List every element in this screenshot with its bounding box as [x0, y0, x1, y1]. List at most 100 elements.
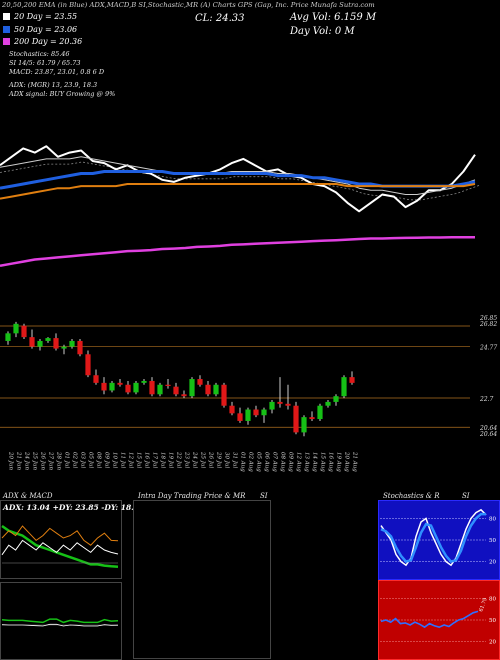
si-line — [380, 610, 479, 629]
stoch-level-label: 50 — [489, 538, 496, 544]
candle-body — [301, 417, 307, 433]
x-axis-date-label: 23 Jul — [184, 451, 190, 468]
candle-body — [93, 375, 99, 383]
candle-body — [45, 338, 51, 341]
legend-ma200-swatch — [3, 38, 10, 45]
candle-body — [325, 401, 331, 406]
si-level-label: 20 — [489, 640, 496, 646]
x-axis-date-label: 08 Jul — [96, 452, 102, 468]
candle-body — [245, 409, 251, 421]
intraday-panel-right: SI — [260, 492, 268, 500]
candle-body — [13, 323, 19, 334]
si-value-label: 61.79 — [478, 597, 489, 613]
candle-body — [333, 396, 339, 402]
legend-ma50: 50 Day = 23.06 — [14, 25, 78, 34]
candle-body — [181, 394, 187, 397]
x-axis-date-label: 02 Aug — [248, 452, 254, 472]
x-axis-date-label: 05 Jul — [88, 452, 94, 468]
candle-body — [317, 405, 323, 420]
cl-label: CL: 24.33 — [195, 13, 245, 24]
candle-body — [197, 379, 203, 385]
stoch-slow-line — [380, 512, 486, 564]
x-axis-date-label: 17 Jul — [152, 452, 158, 468]
x-axis-date-label: 06 Aug — [264, 452, 270, 472]
stochastics-readout: Stochastics: 85.46 — [9, 50, 70, 58]
x-axis-date-label: 19 Aug — [336, 452, 342, 472]
x-axis-date-label: 25 Jun — [32, 451, 38, 470]
candle-body — [117, 382, 123, 385]
x-axis-date-label: 16 Aug — [328, 452, 334, 472]
x-axis-date-label: 22 Jul — [176, 451, 182, 468]
adx-signal: ADX signal: BUY Growing @ 9% — [9, 90, 116, 98]
adx-readout: ADX: (MGR) 13, 23.9, 18.3 — [9, 81, 98, 89]
candle-body — [213, 384, 219, 395]
adx-series-line — [1, 539, 119, 556]
x-axis-date-label: 27 Jun — [48, 451, 54, 470]
candle-body — [189, 379, 195, 397]
candle-body — [173, 386, 179, 395]
y-tick-label: 26.82 — [479, 321, 497, 328]
x-axis-date-label: 10 Jul — [112, 452, 118, 468]
x-axis-date-label: 15 Aug — [320, 452, 326, 472]
intraday-panel — [133, 500, 271, 659]
legend-ma50-swatch — [3, 26, 10, 33]
x-axis-date-label: 05 Aug — [256, 452, 262, 472]
candle-body — [149, 380, 155, 395]
si-level-label: 50 — [489, 618, 496, 624]
candle-body — [29, 337, 35, 347]
x-axis-date-label: 12 Aug — [296, 452, 302, 472]
stoch-level-label: 80 — [489, 516, 496, 522]
candle-body — [221, 384, 227, 406]
candle-body — [77, 340, 83, 355]
adx-panel-title: ADX & MACD — [3, 492, 53, 500]
ma200-line — [0, 236, 475, 268]
x-axis-date-label: 13 Aug — [304, 452, 310, 472]
x-axis-date-label: 26 Jun — [40, 451, 46, 470]
x-axis-date-label: 18 Jul — [160, 452, 166, 468]
x-axis-date-label: 09 Aug — [288, 452, 294, 472]
y-tick-label: 26.85 — [479, 315, 497, 322]
candle-body — [237, 413, 243, 421]
candle-body — [205, 384, 211, 395]
candle-body — [5, 333, 11, 341]
x-axis-date-label: 21 Aug — [352, 451, 358, 472]
x-axis-date-label: 19 Jul — [168, 452, 174, 468]
candle-body — [125, 384, 131, 393]
y-tick-label: 20.64 — [479, 431, 497, 438]
x-axis-date-label: 24 Jun — [24, 451, 30, 470]
candle-body — [37, 340, 43, 347]
x-axis-date-label: 11 Jul — [120, 452, 126, 468]
candle-body — [269, 401, 275, 410]
candle-body — [21, 325, 27, 338]
x-axis-date-label: 02 Jul — [72, 452, 78, 468]
x-axis-date-label: 16 Jul — [144, 452, 150, 468]
candle-body — [141, 380, 147, 383]
header-top-text: 20,50,200 EMA (in Blue) ADX,MACD,B SI,St… — [2, 1, 375, 9]
ema20-line — [0, 156, 476, 195]
candle-body — [85, 354, 91, 376]
adx-series-line — [1, 525, 119, 546]
x-axis-date-label: 28 Jun — [56, 451, 62, 470]
x-axis-date-label: 09 Jul — [104, 452, 110, 468]
candle-body — [261, 409, 267, 416]
si-readout: SI 14/5: 61.79 / 65.73 — [9, 59, 81, 67]
candle-body — [349, 377, 355, 383]
x-axis-date-label: 29 Jul — [216, 451, 222, 468]
x-axis-date-label: 15 Jul — [136, 452, 142, 468]
legend-ma20: 20 Day = 23.55 — [14, 12, 78, 21]
x-axis-date-label: 03 Jul — [80, 452, 86, 468]
x-axis-date-label: 25 Jul — [200, 451, 206, 468]
stoch-level-label: 20 — [489, 560, 496, 566]
macd-readout: MACD: 23.87, 23.01, 0.8 6 D — [9, 68, 105, 76]
x-axis-date-label: 31 Jul — [232, 452, 238, 468]
avg-volume: Avg Vol: 6.159 M — [290, 12, 377, 23]
x-axis-date-label: 20 Aug — [344, 451, 350, 472]
day-volume: Day Vol: 0 M — [290, 26, 355, 37]
x-axis-date-label: 30 Jul — [224, 452, 230, 468]
candle-body — [309, 417, 315, 420]
adx-panel-legend: ADX: 13.04 +DY: 23.85 -DY: 18.35 — [3, 503, 145, 512]
candle-body — [101, 382, 107, 391]
stoch-panel-right: SI — [462, 492, 470, 500]
